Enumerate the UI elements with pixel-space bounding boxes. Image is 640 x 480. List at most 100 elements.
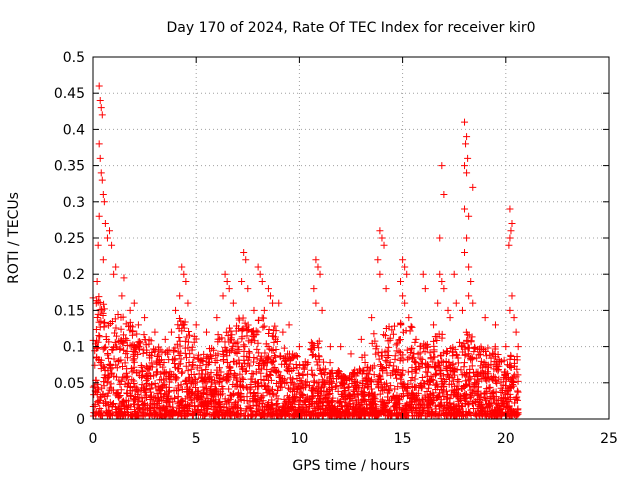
data-point	[100, 305, 108, 313]
data-point	[316, 409, 324, 417]
data-point	[469, 183, 477, 191]
data-point	[381, 411, 389, 419]
y-axis-label: ROTI / TECUs	[6, 192, 22, 284]
data-point	[337, 402, 345, 410]
data-point	[506, 390, 514, 398]
data-point	[237, 396, 245, 404]
data-point	[172, 306, 180, 314]
data-point	[206, 345, 214, 353]
data-point	[302, 381, 310, 389]
data-point	[302, 398, 310, 406]
data-point	[314, 263, 322, 271]
data-point	[177, 381, 185, 389]
data-point	[147, 388, 155, 396]
data-point	[295, 369, 303, 377]
data-point	[154, 399, 162, 407]
data-point	[188, 380, 196, 388]
data-point	[286, 374, 294, 382]
data-point	[151, 410, 159, 418]
data-point	[380, 241, 388, 249]
data-point	[317, 392, 325, 400]
data-point	[359, 366, 367, 374]
data-point	[184, 344, 192, 352]
data-point	[200, 350, 208, 358]
data-point	[92, 299, 100, 307]
data-point	[425, 408, 433, 416]
data-point	[244, 360, 252, 368]
data-point	[492, 399, 500, 407]
data-point	[126, 391, 134, 399]
data-point	[258, 393, 266, 401]
data-point	[339, 390, 347, 398]
data-point	[202, 410, 210, 418]
data-point	[385, 387, 393, 395]
data-point	[492, 388, 500, 396]
data-point	[408, 323, 416, 331]
data-point	[145, 366, 153, 374]
data-point	[394, 411, 402, 419]
data-point	[112, 361, 120, 369]
data-point	[244, 412, 252, 420]
x-tick-label: 25	[600, 431, 618, 447]
data-point	[208, 354, 216, 362]
data-point	[454, 390, 462, 398]
data-point	[113, 409, 121, 417]
data-point	[371, 409, 379, 417]
data-point	[202, 365, 210, 373]
data-point	[240, 396, 248, 404]
data-point	[403, 385, 411, 393]
data-point	[418, 355, 426, 363]
data-point	[285, 368, 293, 375]
data-point	[127, 322, 135, 330]
plot-frame	[92, 56, 610, 420]
data-point	[224, 332, 232, 340]
data-point	[178, 263, 186, 271]
data-point	[108, 241, 116, 249]
data-point	[378, 366, 386, 374]
data-point	[170, 359, 178, 367]
data-point	[187, 365, 195, 373]
data-point	[259, 323, 267, 331]
data-point	[256, 409, 264, 417]
data-point	[445, 372, 453, 380]
data-point	[268, 389, 276, 397]
data-point	[401, 402, 409, 410]
data-point	[326, 359, 334, 367]
data-point	[340, 384, 348, 392]
data-point	[250, 306, 258, 314]
data-point	[462, 410, 470, 418]
data-point	[422, 363, 430, 371]
data-point	[138, 381, 146, 389]
data-point	[171, 394, 179, 402]
data-point	[147, 372, 155, 380]
data-point	[300, 365, 308, 373]
data-point	[190, 402, 198, 410]
data-point	[208, 412, 216, 420]
data-point	[211, 380, 219, 388]
data-point	[147, 352, 155, 360]
data-point	[269, 365, 277, 373]
data-point	[462, 380, 470, 388]
data-point	[430, 348, 438, 356]
data-point	[265, 399, 273, 407]
data-point	[146, 395, 154, 403]
data-point	[418, 374, 426, 382]
data-point	[173, 408, 181, 416]
data-point	[437, 352, 445, 360]
data-point	[334, 387, 342, 395]
data-point	[382, 325, 390, 333]
data-point	[443, 347, 451, 355]
data-point	[409, 353, 417, 361]
data-point	[495, 375, 503, 383]
data-point	[497, 408, 505, 416]
data-point	[111, 329, 119, 337]
data-point	[127, 403, 135, 411]
data-point	[456, 406, 464, 414]
data-point	[173, 340, 181, 348]
data-point	[464, 154, 472, 162]
data-point	[207, 383, 215, 391]
data-point	[267, 404, 275, 412]
data-point	[443, 391, 451, 399]
data-point	[468, 333, 476, 341]
data-point	[285, 408, 293, 416]
